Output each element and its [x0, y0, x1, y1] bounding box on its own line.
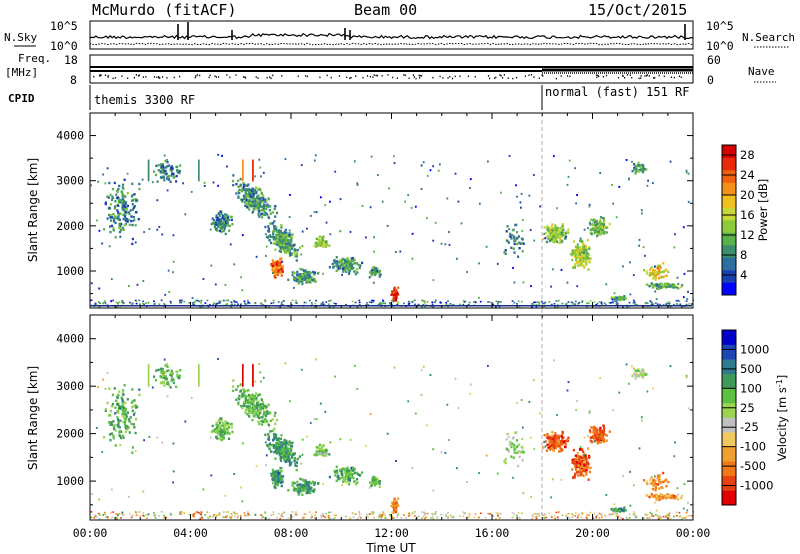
velocity-cbar-tick: -1000	[740, 479, 773, 493]
velocity-cbar-tick: 100	[740, 381, 762, 395]
nave-tick-top: 60	[707, 53, 721, 67]
mode-label-normal: normal (fast) 151 RF	[545, 85, 690, 99]
freq-panel: Freq. [MHz] Nave 18 8 60 0	[5, 52, 776, 87]
velocity-panel: 1000 2000 3000 4000 Slant Range [km]	[26, 314, 695, 521]
power-y-axis: 1000 2000 3000 4000	[56, 112, 693, 295]
beam-title: Beam 00	[354, 1, 417, 19]
nsearch-label: N.Search	[742, 31, 795, 44]
time-xlabel: Time UT	[365, 541, 416, 554]
station-title: McMurdo (fitACF)	[92, 1, 237, 19]
nave-label: Nave	[748, 65, 775, 78]
time-tick-label: 16:00	[475, 526, 510, 540]
cpid-panel: CPID themis 3300 RF normal (fast) 151 RF	[8, 85, 690, 110]
velocity-ylabel: Slant Range [km]	[26, 366, 40, 470]
velocity-cbar-tick: 500	[740, 362, 762, 376]
freq-tick-top: 18	[64, 53, 78, 67]
mode-label-themis: themis 3300 RF	[94, 93, 195, 107]
time-axis: 00:00 04:00 08:00 12:00 16:00 20:00 00:00	[73, 113, 711, 540]
freq-trace	[90, 66, 693, 80]
range-tick-label: 3000	[56, 174, 84, 188]
power-ylabel: Slant Range [km]	[26, 158, 40, 262]
time-tick-label: 12:00	[374, 526, 409, 540]
range-tick-label: 4000	[56, 332, 84, 346]
freq-label-line1: Freq.	[18, 52, 51, 65]
power-colorbar-label: Power [dB]	[756, 179, 770, 242]
power-cbar-tick: 20	[740, 188, 755, 202]
date-title: 15/Oct/2015	[588, 1, 687, 19]
power-colorbar: 4 8 12 16 20 24 28	[721, 144, 755, 296]
power-scatter	[90, 153, 695, 308]
velocity-colorbar: 1000 500 100 25 -25 -100 -500 -1000	[721, 329, 773, 506]
range-tick-label: 1000	[56, 264, 84, 278]
power-cbar-tick: 16	[740, 208, 755, 222]
range-tick-label: 3000	[56, 379, 84, 393]
power-cbar-tick: 8	[740, 248, 747, 262]
range-tick-label: 2000	[56, 219, 84, 233]
velocity-cbar-tick: -100	[740, 440, 766, 454]
power-cbar-tick: 4	[740, 268, 747, 282]
velocity-y-axis: 1000 2000 3000 4000	[56, 314, 693, 506]
power-cbar-tick: 28	[740, 148, 755, 162]
noise-tick-bottom-right: 10^0	[706, 39, 734, 53]
noise-tick-top-left: 10^5	[50, 19, 78, 33]
time-tick-label: 04:00	[173, 526, 208, 540]
time-tick-label: 20:00	[575, 526, 610, 540]
velocity-cbar-tick: 1000	[740, 342, 769, 356]
time-tick-label: 08:00	[274, 526, 309, 540]
noise-tick-bottom-left: 10^0	[50, 39, 78, 53]
velocity-cbar-tick: -25	[740, 420, 759, 434]
velocity-scatter	[90, 357, 695, 520]
range-tick-label: 4000	[56, 129, 84, 143]
range-tick-label: 1000	[56, 474, 84, 488]
noise-panel: N.Sky N.Search 10^5 10^0 10^5 10^0	[4, 19, 795, 53]
freq-tick-bottom: 8	[70, 73, 77, 87]
cpid-label: CPID	[8, 92, 35, 105]
time-tick-label: 00:00	[676, 526, 711, 540]
noise-tick-top-right: 10^5	[706, 19, 734, 33]
power-panel: 1000 2000 3000 4000 Slant Range [km]	[26, 112, 695, 309]
time-tick-label: 00:00	[73, 526, 108, 540]
range-tick-label: 2000	[56, 427, 84, 441]
nave-tick-bottom: 0	[707, 73, 714, 87]
noise-trace	[89, 22, 694, 46]
power-cbar-tick: 12	[740, 228, 755, 242]
power-cbar-tick: 24	[740, 168, 755, 182]
freq-label-line2: [MHz]	[5, 66, 38, 79]
nsky-label: N.Sky	[4, 31, 37, 44]
velocity-colorbar-label: Velocity [m s-1]	[775, 375, 789, 462]
velocity-cbar-tick: 25	[740, 401, 755, 415]
velocity-cbar-tick: -500	[740, 459, 766, 473]
